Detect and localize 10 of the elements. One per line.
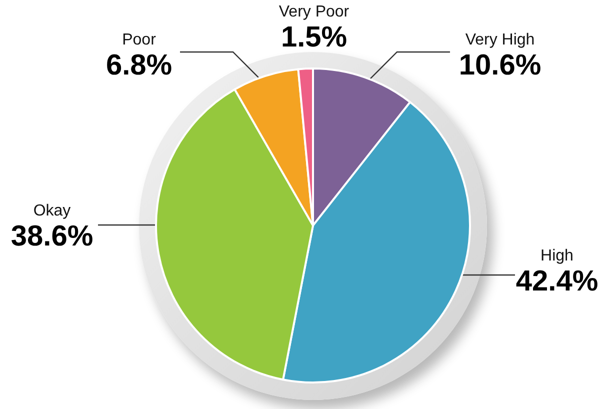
slice-label: Okay	[33, 202, 71, 220]
data-label: 42.4%	[516, 266, 598, 298]
slice-label: Poor	[122, 32, 157, 48]
slice-label: High	[540, 248, 574, 264]
data-label: 6.8%	[106, 50, 172, 82]
slice-label: Very Poor	[278, 4, 350, 20]
slice-label: Very High	[465, 32, 535, 48]
data-label: 10.6%	[458, 50, 542, 82]
data-label: 1.5%	[280, 22, 348, 54]
data-label: 38.6%	[10, 220, 94, 252]
